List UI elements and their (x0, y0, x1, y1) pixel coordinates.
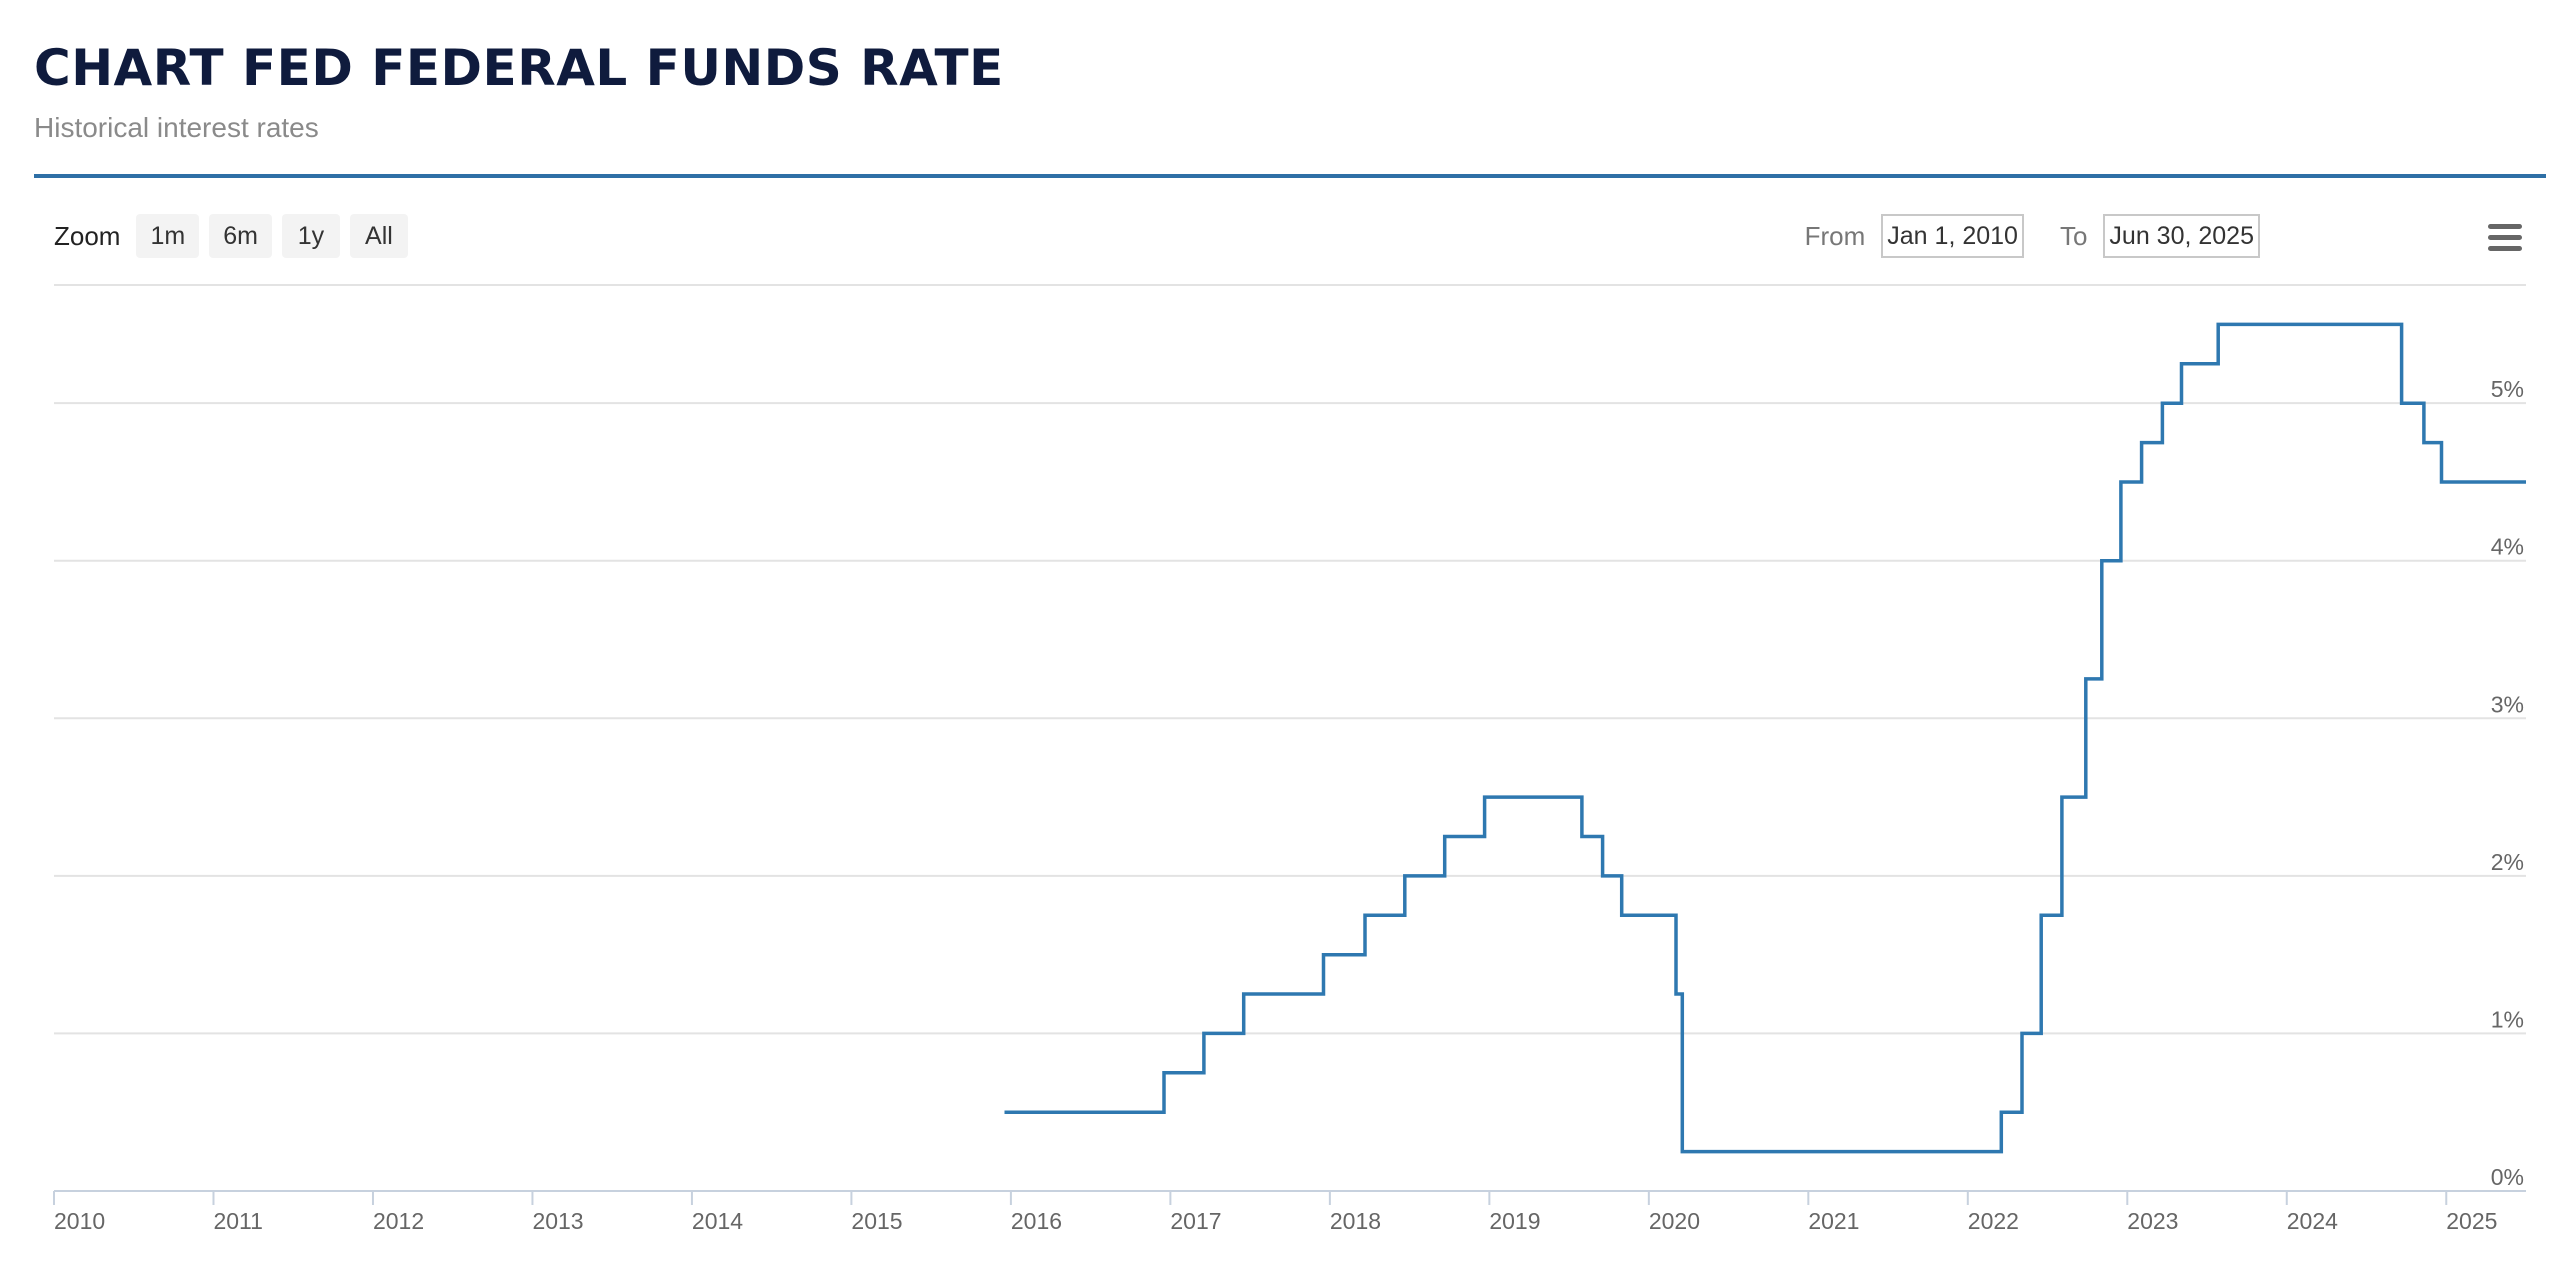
zoom-all-button[interactable]: All (349, 214, 408, 258)
data-point (1201, 1030, 1207, 1036)
data-point (1482, 794, 1488, 800)
x-tick-label: 2025 (2446, 1208, 2497, 1234)
hamburger-menu-icon[interactable] (2488, 224, 2522, 252)
data-point (2159, 400, 2165, 406)
x-tick-label: 2018 (1330, 1208, 1381, 1234)
data-point (1579, 833, 1585, 839)
x-tick-label: 2016 (1011, 1208, 1062, 1234)
data-point (1600, 873, 1606, 879)
y-tick-label: 5% (2491, 376, 2524, 402)
data-point (1241, 991, 1247, 997)
x-tick-label: 2020 (1649, 1208, 1700, 1234)
from-date-input[interactable]: Jan 1, 2010 (1881, 214, 2024, 258)
y-tick-label: 0% (2491, 1164, 2524, 1190)
data-point (2019, 1030, 2025, 1036)
x-tick-label: 2011 (213, 1208, 262, 1234)
data-point (2083, 676, 2089, 682)
data-point (1673, 991, 1679, 997)
zoom-6m-button[interactable]: 6m (209, 214, 272, 258)
data-point (1442, 833, 1448, 839)
chart-header: CHART FED FEDERAL FUNDS RATE Historical … (34, 38, 1004, 144)
data-point (1679, 1149, 1685, 1155)
y-tick-label: 1% (2491, 1006, 2524, 1032)
data-point (2139, 440, 2145, 446)
data-point (2399, 400, 2405, 406)
data-point (2099, 558, 2105, 564)
data-point (2179, 361, 2185, 367)
series-layer (1002, 321, 2529, 1155)
x-tick-label: 2017 (1170, 1208, 1221, 1234)
x-tick-label: 2019 (1489, 1208, 1540, 1234)
x-tick-label: 2014 (692, 1208, 743, 1234)
x-tick-label: 2023 (2127, 1208, 2178, 1234)
x-tick-label: 2015 (851, 1208, 902, 1234)
data-point (1362, 912, 1368, 918)
x-tick-label: 2021 (1808, 1208, 1859, 1234)
data-point (2059, 794, 2065, 800)
data-point (1998, 1109, 2004, 1115)
x-tick-label: 2013 (532, 1208, 583, 1234)
zoom-1y-button[interactable]: 1y (281, 214, 340, 258)
x-tick-label: 2010 (54, 1208, 105, 1234)
data-point (2038, 912, 2044, 918)
to-label: To (2059, 220, 2088, 251)
from-label: From (1804, 220, 1866, 251)
data-point (2215, 321, 2221, 327)
title-divider (34, 174, 2546, 178)
x-axis: 2010 2011 2012 2013 2014 2015 2016 2017 2018 2019… (53, 1190, 2526, 1234)
grid-lines (54, 284, 2526, 1035)
series-line (1004, 322, 2526, 1154)
y-axis-labels: 0% 1% 2% 3% 4% 5% (2491, 376, 2524, 1190)
page-title: CHART FED FEDERAL FUNDS RATE (34, 39, 1004, 97)
data-point (1002, 1109, 1008, 1115)
data-point (1619, 912, 1625, 918)
page-subtitle: Historical interest rates (34, 112, 319, 143)
data-point (2523, 479, 2529, 485)
data-point (1320, 952, 1326, 958)
zoom-label: Zoom (54, 220, 121, 251)
to-date-input[interactable]: Jun 30, 2025 (2103, 214, 2260, 258)
data-point (2421, 440, 2427, 446)
zoom-controls: Zoom 1m 6m 1y All (54, 214, 408, 258)
x-tick-label: 2024 (2287, 1208, 2338, 1234)
x-tick-label: 2022 (1968, 1208, 2019, 1234)
y-tick-label: 3% (2491, 691, 2524, 717)
data-point (2118, 479, 2124, 485)
date-range-selector: From Jan 1, 2010 To Jun 30, 2025 (1805, 214, 2260, 258)
zoom-1m-button[interactable]: 1m (136, 214, 200, 258)
data-point (2438, 479, 2444, 485)
data-point (1161, 1070, 1167, 1076)
x-tick-label: 2012 (373, 1208, 424, 1234)
y-tick-label: 4% (2491, 534, 2524, 560)
y-tick-label: 2% (2491, 849, 2524, 875)
data-point (1402, 873, 1408, 879)
